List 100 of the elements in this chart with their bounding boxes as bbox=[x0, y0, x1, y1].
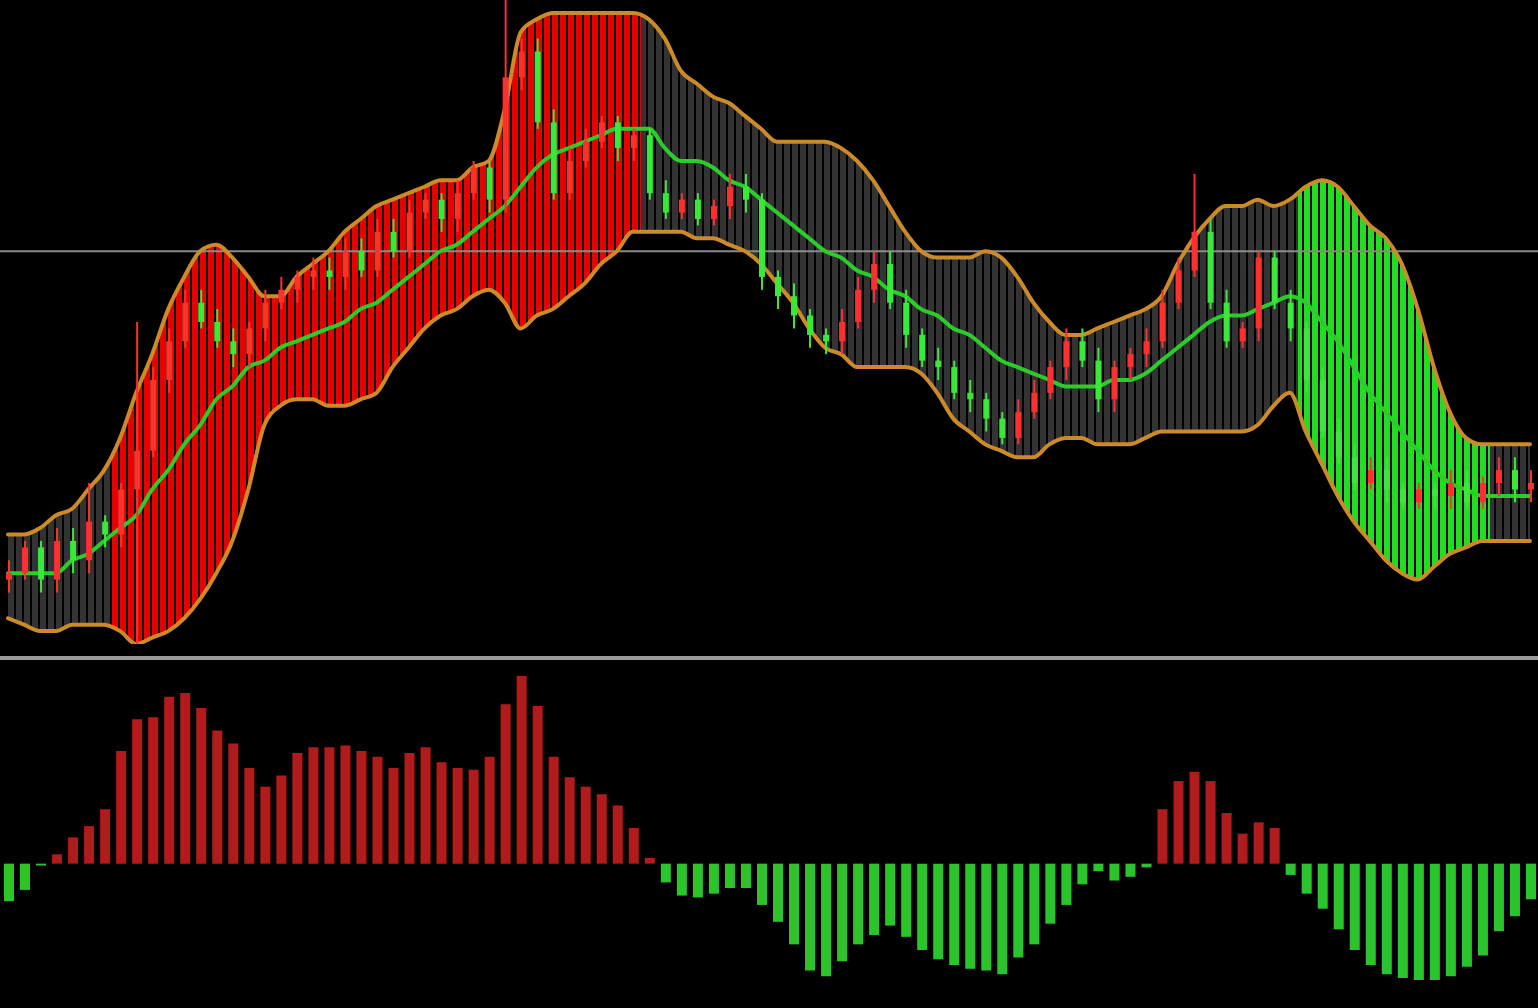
bar bbox=[132, 719, 143, 864]
bar bbox=[612, 805, 623, 864]
bar bbox=[260, 786, 271, 864]
bar bbox=[516, 676, 527, 864]
bar bbox=[1381, 863, 1392, 975]
candlestick bbox=[1191, 172, 1198, 278]
bar bbox=[20, 863, 31, 890]
candlestick bbox=[694, 192, 701, 227]
candlestick bbox=[1095, 346, 1102, 414]
candlestick bbox=[1143, 327, 1150, 369]
bar bbox=[1477, 863, 1488, 956]
candlestick bbox=[102, 514, 109, 549]
candlestick bbox=[134, 321, 141, 644]
candlestick bbox=[454, 179, 461, 233]
bar bbox=[180, 692, 191, 864]
candlestick bbox=[775, 269, 781, 311]
candlestick bbox=[1383, 456, 1390, 504]
bar bbox=[436, 762, 447, 864]
bar bbox=[68, 837, 79, 864]
bar bbox=[1077, 863, 1088, 885]
bar bbox=[1461, 863, 1472, 967]
candlestick bbox=[1287, 288, 1294, 343]
candlestick bbox=[1159, 288, 1166, 349]
bar bbox=[773, 863, 783, 922]
bar bbox=[196, 707, 207, 864]
candlestick bbox=[1239, 321, 1246, 349]
bar bbox=[724, 863, 735, 889]
candlestick bbox=[726, 172, 733, 220]
candlestick bbox=[86, 482, 93, 575]
bar bbox=[933, 863, 944, 960]
candlestick bbox=[1079, 327, 1086, 369]
candlestick bbox=[791, 282, 798, 330]
bar bbox=[1365, 863, 1376, 965]
candlestick bbox=[1351, 443, 1358, 491]
bar bbox=[1397, 863, 1408, 979]
bar bbox=[901, 863, 912, 937]
candlestick bbox=[406, 198, 413, 259]
bar bbox=[885, 863, 896, 926]
bar bbox=[821, 863, 832, 977]
candlestick bbox=[614, 114, 621, 162]
bar bbox=[981, 863, 992, 971]
bar bbox=[853, 863, 864, 945]
bar bbox=[548, 756, 559, 864]
candlestick bbox=[294, 269, 301, 304]
bar bbox=[1237, 833, 1248, 864]
candlestick bbox=[214, 308, 221, 349]
bar bbox=[837, 863, 848, 962]
bar bbox=[100, 809, 111, 864]
candlestick bbox=[118, 482, 125, 549]
bar bbox=[1445, 863, 1456, 977]
bar bbox=[869, 863, 880, 935]
bar bbox=[4, 863, 14, 902]
bar bbox=[949, 863, 960, 965]
bar bbox=[1045, 863, 1056, 924]
bar bbox=[805, 863, 816, 971]
candlestick bbox=[1511, 456, 1518, 504]
candlestick bbox=[390, 217, 397, 259]
bar bbox=[708, 863, 719, 894]
candlestick bbox=[903, 288, 910, 349]
bar bbox=[628, 828, 639, 864]
bar bbox=[644, 858, 655, 864]
candlestick bbox=[678, 192, 685, 220]
candlestick bbox=[342, 237, 349, 291]
bar bbox=[1253, 822, 1264, 864]
bar bbox=[356, 751, 367, 864]
candlestick bbox=[839, 308, 846, 356]
candlestick bbox=[486, 160, 493, 214]
bar bbox=[917, 863, 928, 950]
candlestick bbox=[1399, 482, 1406, 510]
bar bbox=[1509, 863, 1520, 917]
candlestick bbox=[710, 198, 717, 227]
bar bbox=[1205, 781, 1216, 864]
bar bbox=[292, 752, 303, 864]
bar bbox=[596, 794, 607, 864]
candlestick bbox=[438, 192, 445, 233]
bar bbox=[1413, 863, 1424, 980]
candlestick bbox=[1031, 378, 1038, 420]
bar bbox=[532, 706, 543, 864]
candlestick bbox=[662, 179, 669, 220]
candlestick bbox=[999, 411, 1006, 446]
bar bbox=[580, 786, 591, 864]
bar bbox=[148, 717, 159, 864]
candlestick bbox=[198, 288, 205, 330]
candlestick bbox=[54, 527, 61, 594]
candlestick bbox=[871, 250, 878, 304]
bar bbox=[740, 863, 751, 889]
candlestick bbox=[935, 346, 942, 381]
candlestick bbox=[358, 237, 365, 278]
bar bbox=[324, 747, 335, 864]
candlestick bbox=[1415, 482, 1422, 510]
bar bbox=[1125, 863, 1136, 877]
bar bbox=[308, 747, 319, 864]
candlestick bbox=[566, 147, 573, 201]
candlestick bbox=[166, 327, 173, 394]
bar bbox=[1269, 828, 1280, 864]
bar bbox=[997, 863, 1008, 975]
bar bbox=[1029, 863, 1040, 945]
candlestick bbox=[1063, 327, 1070, 381]
bar bbox=[1173, 781, 1184, 864]
bar bbox=[676, 863, 687, 896]
